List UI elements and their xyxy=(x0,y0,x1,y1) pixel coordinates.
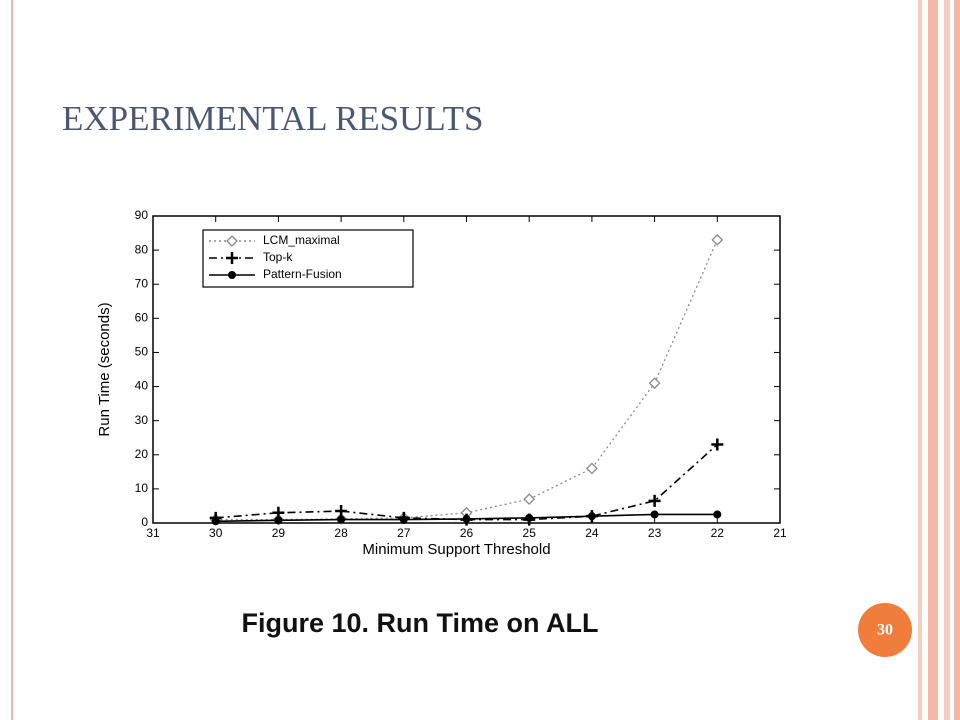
y-tick-label: 60 xyxy=(135,311,149,325)
data-point xyxy=(399,515,408,524)
data-point xyxy=(711,233,724,246)
data-point xyxy=(585,462,598,475)
y-tick-label: 70 xyxy=(135,276,149,290)
data-point xyxy=(587,512,596,521)
legend-label: Pattern-Fusion xyxy=(263,267,342,281)
y-tick-label: 80 xyxy=(135,242,149,256)
right-stripe xyxy=(944,0,950,720)
data-point xyxy=(648,377,661,390)
data-point xyxy=(337,515,346,524)
legend-label: LCM_maximal xyxy=(263,233,340,247)
x-tick-label: 24 xyxy=(585,526,599,540)
y-tick-label: 40 xyxy=(135,379,149,393)
data-point xyxy=(711,438,724,451)
y-tick-label: 20 xyxy=(135,447,149,461)
x-tick-label: 22 xyxy=(711,526,725,540)
legend-label: Top-k xyxy=(263,250,293,264)
right-stripe xyxy=(918,0,922,720)
figure-caption: Figure 10. Run Time on ALL xyxy=(241,608,598,638)
data-point xyxy=(650,510,659,519)
data-point xyxy=(648,494,661,507)
y-axis-label: Run Time (seconds) xyxy=(96,302,113,436)
x-tick-label: 29 xyxy=(272,526,286,540)
slide-number-badge xyxy=(858,603,912,657)
y-tick-label: 0 xyxy=(141,515,148,529)
data-point xyxy=(462,514,471,523)
series-line xyxy=(215,443,718,521)
x-tick-label: 31 xyxy=(146,526,160,540)
data-point xyxy=(523,493,536,506)
x-axis-label: Minimum Support Threshold xyxy=(362,541,550,558)
x-tick-label: 21 xyxy=(773,526,787,540)
slide-number: 30 xyxy=(877,622,893,639)
legend-marker xyxy=(226,252,238,264)
slide-title: EXPERIMENTAL RESULTS xyxy=(62,99,483,138)
x-tick-label: 23 xyxy=(648,526,662,540)
data-point xyxy=(713,510,722,519)
x-tick-label: 30 xyxy=(209,526,223,540)
data-point xyxy=(525,513,534,522)
data-point xyxy=(335,505,348,518)
x-tick-label: 28 xyxy=(334,526,348,540)
x-tick-label: 26 xyxy=(460,526,474,540)
chart: 0 10 20 30 40 50 60 70 80 90 31 30 29 28 27 26 25 24 23 22 2… xyxy=(96,208,787,558)
x-tick-label: 27 xyxy=(397,526,411,540)
data-point xyxy=(274,516,283,525)
right-stripe xyxy=(928,0,938,720)
x-tick-label: 25 xyxy=(523,526,537,540)
y-tick-label: 30 xyxy=(135,413,149,427)
y-tick-label: 90 xyxy=(135,208,149,222)
right-stripe xyxy=(954,0,960,720)
data-point xyxy=(211,517,220,526)
y-tick-label: 10 xyxy=(135,481,149,495)
legend-marker xyxy=(226,235,238,247)
legend-marker xyxy=(228,271,236,279)
y-tick-label: 50 xyxy=(135,345,149,359)
